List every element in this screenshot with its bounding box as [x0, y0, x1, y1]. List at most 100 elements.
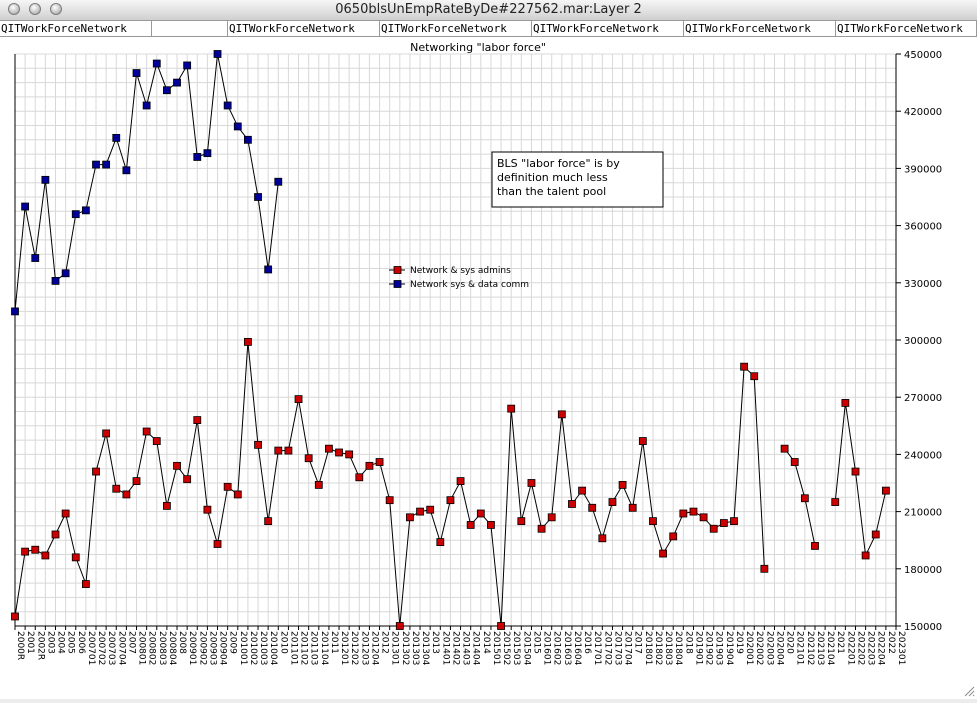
x-tick-label: 2014	[481, 631, 491, 654]
data-point-series-1	[102, 429, 111, 438]
layer-tab-3[interactable]: QITWorkForceNetwork	[380, 21, 532, 36]
data-point-series-2	[254, 193, 262, 201]
data-point-series-1	[547, 513, 556, 522]
annotation-line: BLS "labor force" is by	[497, 157, 620, 170]
data-point-series-1	[699, 513, 708, 522]
layer-tab-6[interactable]: QITWorkForceNetwork	[836, 21, 977, 36]
resize-grip-icon[interactable]	[963, 685, 975, 697]
data-point-series-1	[436, 538, 445, 547]
data-point-series-1	[557, 410, 566, 419]
x-tick-label: 2007	[126, 631, 136, 654]
y-tick-label: 150000	[904, 622, 942, 633]
layer-tab-4[interactable]: QITWorkForceNetwork	[532, 21, 684, 36]
data-point-series-1	[254, 440, 262, 449]
data-point-series-1	[466, 521, 475, 529]
x-tick-label: 202201	[845, 631, 855, 665]
data-point-series-1	[112, 484, 121, 493]
data-point-series-2	[122, 166, 131, 175]
x-tick-label: 2011	[329, 631, 339, 654]
x-tick-label: 2018	[683, 631, 693, 654]
x-tick-label: 200904	[218, 631, 228, 666]
data-point-series-1	[476, 509, 485, 518]
x-tick-label: 201202	[349, 631, 359, 665]
data-point-series-1	[31, 545, 40, 554]
annotation-frame	[491, 151, 664, 208]
minimize-window-button[interactable]	[29, 3, 41, 15]
window-titlebar: 0650blsUnEmpRateByDe#227562.mar:Layer 2	[0, 0, 977, 21]
x-tick-label: 2016	[582, 631, 592, 654]
legend-label: Network & sys admins	[410, 266, 511, 276]
x-tick-label: 2017	[633, 631, 643, 654]
x-tick-label: 201201	[339, 631, 349, 665]
data-point-series-1	[871, 530, 880, 539]
x-tick-label: 201603	[562, 631, 572, 665]
x-tick-label: 201203	[359, 631, 369, 665]
data-point-series-1	[92, 467, 100, 476]
axes: 150000 180000 210000 240000 270000 300000 3300…	[14, 50, 942, 666]
x-tick-label: 201302	[400, 631, 410, 665]
x-tick-label: 201003	[258, 631, 268, 665]
x-tick-label: 202101	[795, 631, 805, 665]
data-point-series-1	[294, 395, 303, 404]
data-point-series-2	[233, 122, 242, 131]
data-point-series-1	[375, 458, 384, 466]
data-point-series-1	[132, 477, 141, 485]
x-tick-label: 2022	[886, 631, 896, 654]
data-point-series-1	[740, 362, 749, 371]
data-point-series-1	[730, 517, 738, 526]
data-point-series-1	[233, 490, 242, 499]
x-tick-label: 202004	[774, 631, 784, 666]
data-point-series-2	[11, 307, 19, 316]
y-tick-label: 450000	[904, 50, 942, 61]
data-point-series-1	[861, 551, 870, 560]
data-point-series-1	[304, 454, 313, 463]
y-tick-label: 270000	[904, 393, 942, 404]
data-point-series-1	[841, 399, 850, 407]
data-point-series-1	[568, 500, 576, 508]
data-point-series-2	[51, 276, 60, 285]
data-point-series-2	[81, 206, 90, 215]
x-tick-label: 201601	[542, 631, 552, 665]
annotation-box: BLS "labor force" is by definition much l…	[491, 151, 664, 208]
data-point-series-1	[284, 446, 293, 455]
layer-tab-5[interactable]: QITWorkForceNetwork	[684, 21, 836, 36]
data-point-series-1	[21, 547, 30, 556]
data-point-series-1	[385, 496, 394, 505]
data-point-series-1	[811, 542, 819, 550]
data-point-series-1	[800, 494, 809, 503]
data-point-series-2	[132, 69, 141, 77]
data-point-series-1	[618, 481, 627, 489]
x-tick-label: 201803	[663, 631, 673, 665]
data-point-series-2	[152, 59, 161, 68]
data-point-series-1	[497, 622, 505, 630]
data-point-series-2	[203, 149, 212, 158]
x-tick-label: 201904	[724, 631, 734, 666]
data-point-series-1	[598, 534, 607, 543]
data-point-series-2	[213, 50, 222, 58]
data-point-series-1	[71, 553, 80, 562]
data-point-series-2	[31, 254, 40, 262]
data-point-series-1	[325, 444, 333, 453]
layer-tab-2[interactable]: QITWorkForceNetwork	[228, 21, 380, 36]
data-point-series-2	[193, 153, 202, 161]
x-tick-label: 201004	[268, 631, 278, 666]
x-tick-label: 200903	[207, 631, 217, 665]
line-chart: Networking "labor force" 150000 180000 210…	[11, 41, 942, 666]
zoom-window-button[interactable]	[50, 3, 62, 15]
x-tick-label: 200802	[147, 631, 157, 665]
data-point-series-2	[61, 269, 70, 278]
close-window-button[interactable]	[8, 3, 20, 15]
data-point-series-1	[750, 372, 759, 381]
layer-tab-strip: QITWorkForceNetwork QITWorkForceNetwork …	[0, 21, 977, 37]
data-point-series-1	[406, 513, 414, 522]
layer-tab-1[interactable]: QITWorkForceNetwork	[0, 21, 152, 36]
data-point-series-1	[152, 437, 161, 445]
data-point-series-1	[588, 503, 597, 512]
data-point-series-1	[608, 498, 617, 506]
x-tick-label: 201504	[521, 631, 531, 666]
data-point-series-2	[274, 177, 283, 186]
chart-title: Networking "labor force"	[410, 41, 546, 54]
y-tick-label: 420000	[904, 107, 942, 118]
x-tick-label: 201403	[461, 631, 471, 665]
x-tick-label: 2021	[835, 631, 845, 654]
